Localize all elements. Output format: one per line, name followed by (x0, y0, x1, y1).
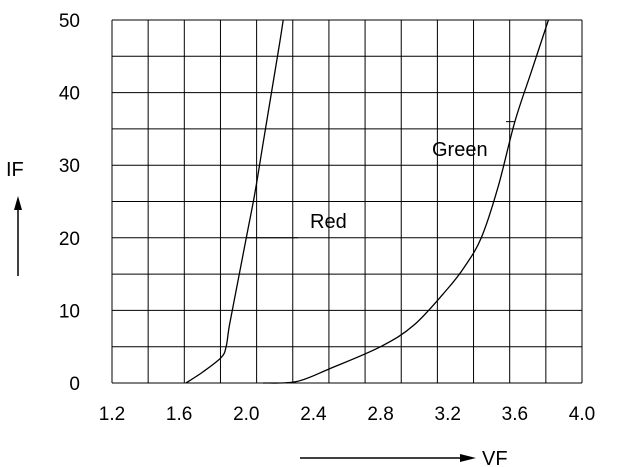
x-tick-label: 1.6 (166, 404, 192, 425)
y-tick-labels: 0 10 20 30 40 50 (59, 11, 80, 395)
series-label-green: Green (432, 139, 488, 161)
grid (111, 19, 583, 384)
y-tick-label: 30 (59, 156, 80, 177)
y-axis-title: IF (6, 159, 24, 181)
x-axis-title-group: VF (300, 448, 508, 467)
x-tick-label: 3.2 (435, 404, 461, 425)
x-tick-labels: 1.2 1.6 2.0 2.4 2.8 3.2 3.6 4.0 (99, 404, 595, 425)
x-tick-label: 3.6 (502, 404, 528, 425)
series-line-red (185, 19, 284, 384)
x-tick-label: 2.8 (367, 404, 393, 425)
x-tick-label: 2.0 (233, 404, 259, 425)
x-axis-arrow-head (460, 454, 476, 462)
series-line-green (263, 19, 550, 384)
y-tick-label: 50 (59, 11, 80, 32)
x-axis-title: VF (482, 448, 508, 467)
y-axis-arrow-head (14, 196, 22, 210)
x-tick-label: 1.2 (99, 404, 125, 425)
y-tick-label: 0 (69, 374, 80, 395)
x-tick-label: 2.4 (300, 404, 327, 425)
series-annotations: Red Green (246, 121, 515, 239)
x-tick-label: 4.0 (569, 404, 595, 425)
y-tick-label: 40 (59, 84, 80, 105)
series-curves (185, 19, 550, 384)
y-tick-label: 20 (59, 229, 80, 250)
series-label-red: Red (310, 211, 347, 233)
y-axis-title-group: IF (6, 159, 24, 276)
y-tick-label: 10 (59, 301, 80, 322)
